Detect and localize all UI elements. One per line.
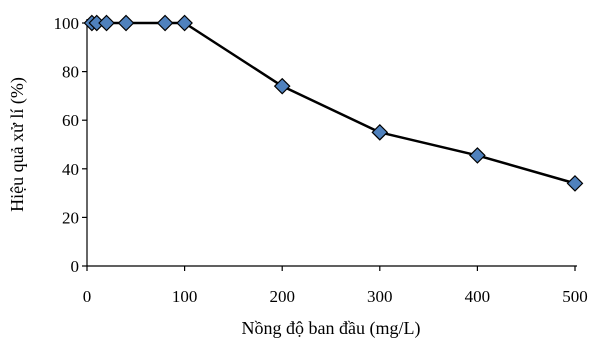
- data-point-marker: [469, 147, 486, 164]
- x-tick-label: 200: [269, 287, 295, 306]
- data-point-marker: [156, 14, 174, 32]
- data-point-marker: [117, 14, 135, 32]
- ticks: 0 20 40 60 80 100 0 100 200 300 400 500: [54, 14, 588, 306]
- data-point-marker: [566, 175, 584, 192]
- x-tick-label: 100: [172, 287, 198, 306]
- y-tick-label: 60: [62, 111, 79, 130]
- axes: [86, 19, 577, 267]
- y-tick-label: 20: [62, 208, 79, 227]
- y-tick-label: 40: [62, 160, 79, 179]
- y-tick-label: 80: [62, 63, 79, 82]
- y-tick-label: 0: [71, 257, 80, 276]
- x-tick-label: 300: [367, 287, 393, 306]
- x-tick-label: 500: [562, 287, 588, 306]
- data-point-marker: [176, 14, 193, 32]
- x-tick-label: 0: [83, 287, 92, 306]
- data-point-marker: [98, 14, 115, 32]
- y-axis-title: Hiệu quả xử lí (%): [7, 77, 28, 212]
- series: [83, 14, 584, 192]
- x-tick-label: 400: [465, 287, 491, 306]
- y-tick-label: 100: [54, 14, 80, 33]
- series-line: [91, 21, 576, 185]
- data-point-marker: [273, 77, 291, 95]
- data-point-marker: [371, 124, 389, 141]
- x-axis-title: Nồng độ ban đầu (mg/L): [242, 318, 421, 339]
